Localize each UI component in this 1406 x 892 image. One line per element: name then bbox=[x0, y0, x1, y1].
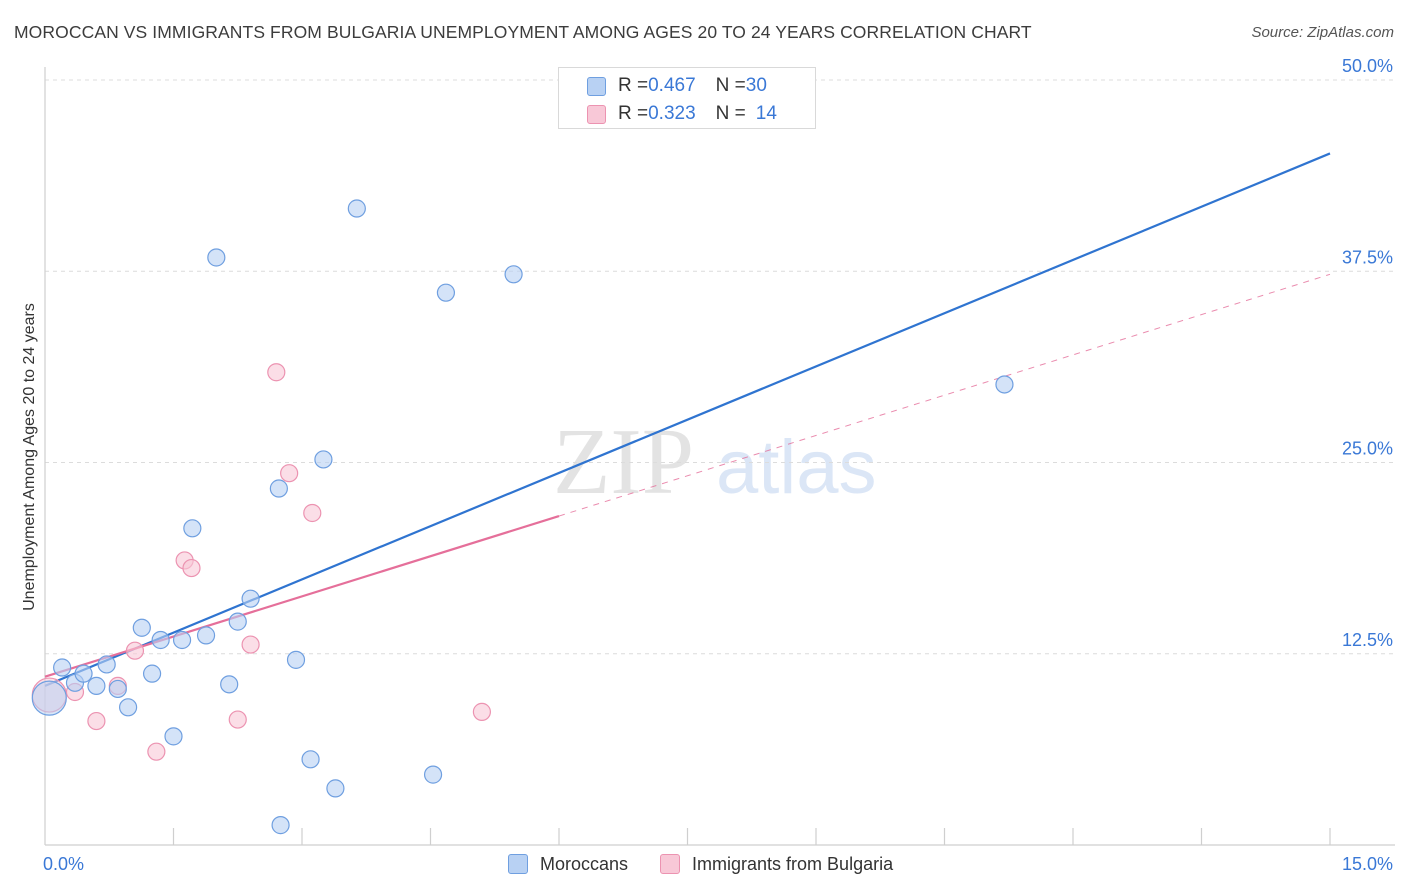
legend-label-moroccans: Moroccans bbox=[540, 853, 629, 874]
point-bulgaria bbox=[87, 711, 106, 731]
y-tick-label: 25.0% bbox=[1342, 439, 1393, 459]
data-points bbox=[31, 199, 1014, 835]
point-moroccans bbox=[347, 199, 366, 218]
point-moroccans bbox=[423, 765, 443, 784]
grid-lines bbox=[45, 79, 1395, 655]
moroccans-swatch bbox=[587, 76, 606, 96]
point-moroccans bbox=[436, 283, 456, 302]
point-moroccans bbox=[183, 519, 202, 538]
point-bulgaria bbox=[267, 363, 286, 382]
n-label: N = bbox=[715, 75, 746, 96]
point-moroccans bbox=[53, 658, 72, 677]
legend-row-moroccans: R = 0.467 N = 30 bbox=[559, 73, 767, 99]
point-moroccans bbox=[271, 816, 290, 835]
n-value-bulgaria: 14 bbox=[755, 103, 777, 124]
point-moroccans bbox=[314, 450, 333, 469]
n-label: N = bbox=[715, 103, 746, 124]
point-moroccans bbox=[301, 750, 320, 769]
legend-label-bulgaria: Immigrants from Bulgaria bbox=[692, 853, 894, 874]
point-bulgaria bbox=[303, 503, 322, 523]
point-bulgaria bbox=[182, 558, 201, 578]
point-bulgaria bbox=[280, 464, 299, 483]
point-moroccans bbox=[241, 589, 260, 608]
point-moroccans bbox=[132, 618, 151, 637]
trend-line-moroccans bbox=[44, 152, 1331, 687]
legend-item-bulgaria: Immigrants from Bulgaria bbox=[660, 854, 893, 875]
watermark-atlas: atlas bbox=[716, 425, 877, 510]
legend-row-bulgaria: R = 0.323 N = 14 bbox=[559, 101, 777, 127]
tick-labels: 12.5% 25.0% 37.5% 50.0% 0.0% 15.0% bbox=[43, 56, 1393, 874]
n-value-moroccans: 30 bbox=[745, 75, 767, 96]
axes bbox=[44, 67, 1395, 846]
point-moroccans bbox=[31, 680, 67, 716]
r-value-moroccans: 0.467 bbox=[648, 75, 696, 96]
point-moroccans bbox=[995, 375, 1014, 394]
point-bulgaria bbox=[241, 635, 260, 654]
point-moroccans bbox=[286, 650, 306, 669]
r-label: R = bbox=[618, 103, 649, 124]
y-tick-label: 37.5% bbox=[1342, 247, 1393, 267]
point-bulgaria bbox=[125, 641, 145, 660]
watermark: ZIP atlas bbox=[553, 410, 877, 514]
point-moroccans bbox=[207, 248, 226, 267]
point-moroccans bbox=[172, 630, 192, 650]
bulgaria-swatch bbox=[587, 104, 606, 124]
r-label: R = bbox=[618, 75, 649, 96]
trend-line-bulgaria bbox=[44, 515, 560, 678]
source-label: Source: ZipAtlas.com bbox=[1251, 24, 1394, 41]
point-moroccans bbox=[220, 675, 239, 694]
legend-item-moroccans: Moroccans bbox=[508, 854, 628, 875]
point-moroccans bbox=[228, 612, 247, 631]
point-moroccans bbox=[196, 626, 216, 645]
chart-title: MOROCCAN VS IMMIGRANTS FROM BULGARIA UNE… bbox=[14, 22, 1032, 42]
point-moroccans bbox=[504, 265, 523, 284]
point-moroccans bbox=[326, 779, 345, 798]
moroccans-legend-swatch bbox=[508, 854, 528, 874]
point-moroccans bbox=[97, 655, 116, 674]
point-moroccans bbox=[164, 727, 183, 746]
x-tick-label: 15.0% bbox=[1342, 854, 1393, 874]
point-moroccans bbox=[151, 630, 170, 650]
bulgaria-legend-swatch bbox=[660, 854, 681, 874]
point-bulgaria bbox=[147, 742, 166, 761]
point-moroccans bbox=[118, 698, 138, 717]
point-moroccans bbox=[269, 479, 288, 498]
trend-line-bulgaria-extension bbox=[558, 273, 1331, 517]
point-moroccans bbox=[87, 676, 106, 695]
point-moroccans bbox=[142, 664, 162, 683]
point-bulgaria bbox=[472, 702, 491, 721]
trend-lines bbox=[44, 152, 1331, 687]
r-value-bulgaria: 0.323 bbox=[648, 103, 696, 124]
x-tick-label: 0.0% bbox=[43, 854, 84, 874]
point-moroccans bbox=[74, 664, 93, 683]
series-legend: Moroccans Immigrants from Bulgaria bbox=[508, 851, 925, 877]
point-moroccans bbox=[108, 679, 127, 699]
point-bulgaria bbox=[228, 710, 247, 729]
y-tick-label: 50.0% bbox=[1342, 56, 1393, 76]
correlation-legend: R = 0.467 N = 30 R = 0.323 N = 14 bbox=[558, 67, 816, 129]
y-tick-label: 12.5% bbox=[1342, 630, 1393, 650]
